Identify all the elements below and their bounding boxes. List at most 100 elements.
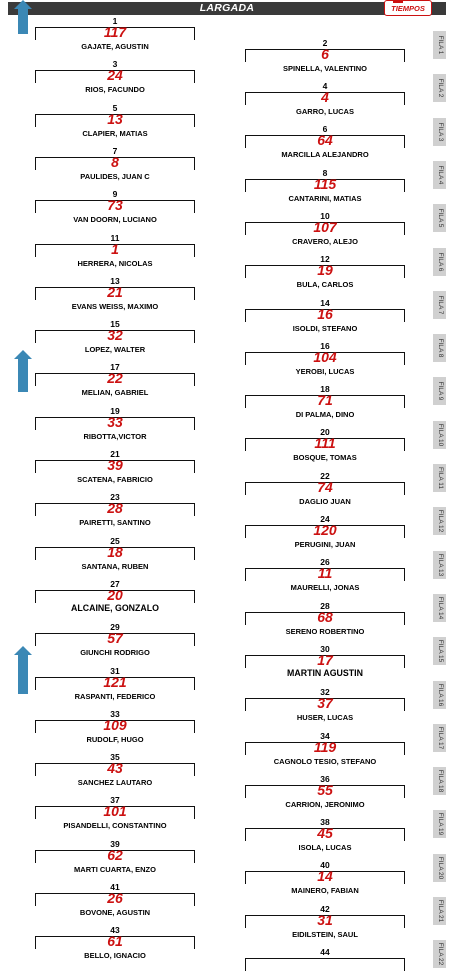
row-label: FILA 7 <box>433 290 446 319</box>
grid-box <box>35 546 195 560</box>
car-number: 104 <box>313 348 337 365</box>
row-label: FILA 4 <box>433 160 446 189</box>
row-label-text: FILA 17 <box>436 726 444 749</box>
grid-position: 39 <box>110 838 120 849</box>
grid-box <box>245 525 405 538</box>
driver-name: MARTIN AGUSTIN <box>287 667 363 678</box>
row-label: FILA 19 <box>433 810 446 839</box>
car-number: 22 <box>107 370 123 387</box>
car-number: 14 <box>317 868 333 885</box>
driver-name: RIBOTTA,VICTOR <box>83 431 147 441</box>
row-label-text: FILA 13 <box>436 553 444 576</box>
car-number: 101 <box>103 803 127 820</box>
grid-position: 28 <box>320 600 330 611</box>
row-label: FILA 11 <box>433 464 446 492</box>
grid-box <box>245 481 405 495</box>
car-number: 11 <box>317 565 333 582</box>
grid-position: 7 <box>112 145 118 156</box>
driver-name: RUDOLF, HUGO <box>86 734 144 744</box>
row-label-text: FILA 20 <box>436 856 444 879</box>
grid-position: 43 <box>110 925 120 936</box>
row-label: FILA 3 <box>433 117 446 146</box>
logo-ribbon-icon <box>393 0 403 3</box>
driver-name: CARRION, JERONIMO <box>285 799 365 809</box>
row-label: FILA 9 <box>433 377 446 406</box>
car-number: 24 <box>107 67 123 84</box>
grid-box <box>35 589 195 603</box>
driver-name: EVANS WEISS, MAXIMO <box>71 301 159 311</box>
row-label: FILA 6 <box>433 247 446 276</box>
grid-box <box>35 156 195 170</box>
grid-position: 9 <box>112 189 118 200</box>
brand-logo: TIEMPOS <box>384 0 432 16</box>
grid-box <box>35 373 195 387</box>
car-number: 20 <box>107 586 123 603</box>
row-label-text: FILA 3 <box>436 122 444 141</box>
grid-position: 38 <box>320 817 330 828</box>
driver-name: MARCILLA ALEJANDRO <box>281 150 369 160</box>
driver-name: BOSQUE, TOMAS <box>293 453 357 463</box>
car-number: 117 <box>103 24 127 40</box>
logo-text: TIEMPOS <box>391 4 425 13</box>
grid-box <box>35 719 195 733</box>
grid-box <box>35 70 195 84</box>
row-label: FILA 1 <box>433 31 446 59</box>
grid-position: 2 <box>322 37 328 48</box>
row-label-text: FILA 5 <box>436 208 444 228</box>
row-label: FILA 15 <box>433 637 446 666</box>
car-number: 26 <box>107 890 123 906</box>
driver-name: PAULIDES, JUAN C <box>80 171 150 181</box>
grid-position: 27 <box>110 578 120 589</box>
car-number: 45 <box>317 825 333 842</box>
grid-position: 8 <box>322 167 328 178</box>
grid-position: 13 <box>110 275 120 286</box>
row-label-text: FILA 18 <box>436 769 444 793</box>
driver-name: CANTARINI, MATIAS <box>288 193 362 203</box>
car-number: 31 <box>317 911 333 928</box>
car-number: 109 <box>103 716 127 733</box>
driver-name: LOPEZ, WALTER <box>84 345 146 355</box>
grid-box <box>245 351 405 365</box>
car-number: 8 <box>111 153 119 170</box>
grid-box <box>245 438 405 452</box>
driver-name: BELLO, IGNACIO <box>84 951 146 961</box>
grid-box <box>35 416 195 430</box>
row-label: FILA 16 <box>433 680 446 709</box>
driver-name: MAINERO, FABIAN <box>291 886 359 896</box>
row-label-text: FILA 12 <box>436 510 444 533</box>
row-label: FILA 14 <box>433 593 446 622</box>
grid-box <box>245 568 405 582</box>
car-number: 68 <box>317 608 333 625</box>
grid-position: 41 <box>110 882 120 892</box>
driver-name: HUSER, LUCAS <box>296 713 354 723</box>
grid-position: 17 <box>110 362 120 373</box>
driver-name: DAGLIO JUAN <box>299 496 351 506</box>
driver-name: HERRERA, NICOLAS <box>77 258 153 268</box>
driver-name: BOVONE, AGUSTIN <box>79 908 151 917</box>
grid-box <box>35 27 195 40</box>
grid-box <box>245 828 405 842</box>
grid-position: 37 <box>110 795 120 806</box>
car-number: 13 <box>107 110 123 127</box>
row-label: FILA 2 <box>433 74 446 103</box>
car-number: 121 <box>103 673 127 690</box>
car-number: 61 <box>107 933 123 950</box>
grid-position: 14 <box>320 297 330 308</box>
grid-box <box>245 48 405 62</box>
car-number: 111 <box>314 435 336 452</box>
car-number: 19 <box>317 262 333 279</box>
grid-position: 32 <box>320 687 330 698</box>
row-label: FILA 21 <box>433 897 446 925</box>
row-label-text: FILA 9 <box>436 381 444 401</box>
driver-name: RIOS, FACUNDO <box>85 85 145 95</box>
row-label-text: FILA 1 <box>436 35 444 55</box>
row-label: FILA 13 <box>433 550 446 579</box>
grid-box <box>35 503 195 517</box>
grid-box <box>245 135 405 149</box>
grid-box <box>35 460 195 473</box>
grid-position: 11 <box>110 232 120 243</box>
row-label-text: FILA 10 <box>436 423 444 446</box>
driver-name: ALCAINE, GONZALO <box>71 602 159 613</box>
grid-position: 34 <box>320 730 330 741</box>
grid-box <box>245 654 405 668</box>
